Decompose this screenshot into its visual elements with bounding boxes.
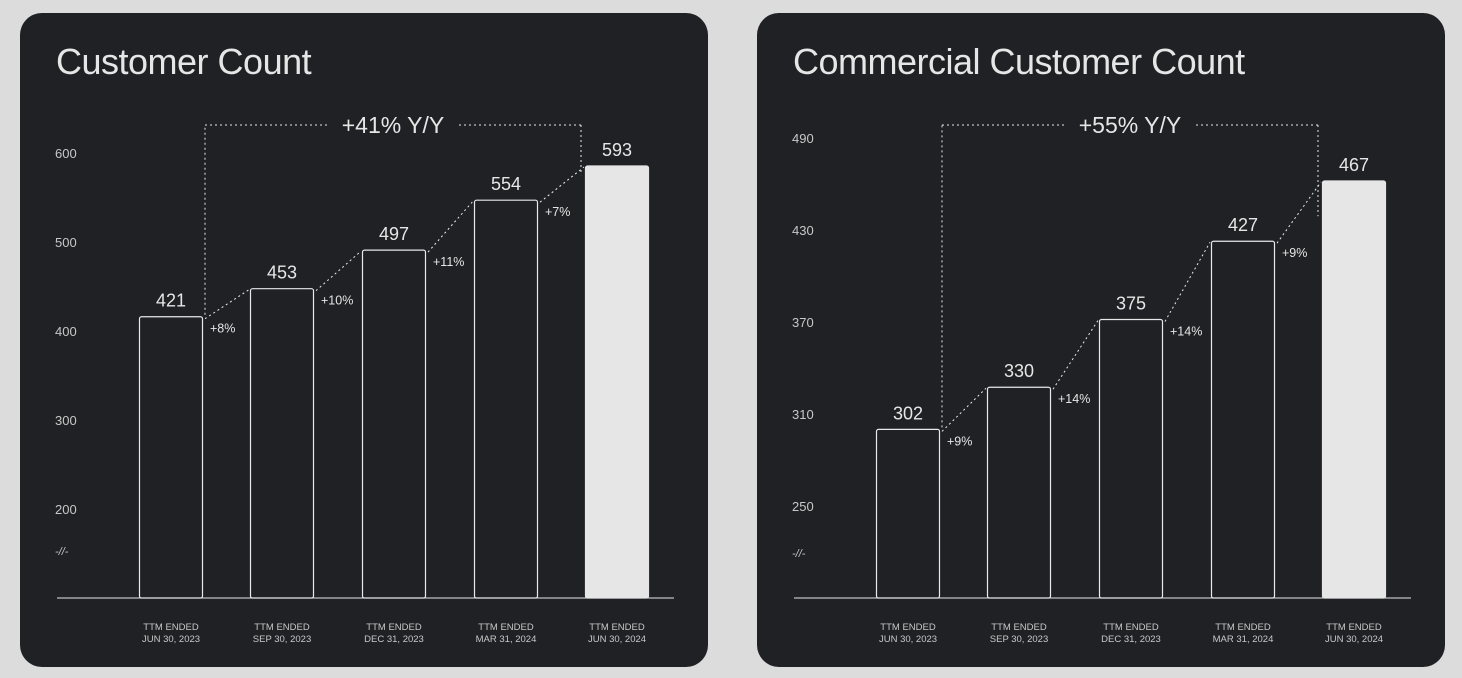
x-category-label: TTM ENDED — [366, 622, 422, 633]
y-tick-label: 250 — [792, 499, 814, 514]
growth-connector — [539, 166, 585, 203]
y-tick-label: 490 — [792, 131, 814, 146]
x-category-label: TTM ENDED — [880, 622, 936, 633]
x-category-label: JUN 30, 2023 — [879, 634, 937, 645]
bar — [249, 288, 315, 599]
bar-value-label: 453 — [267, 263, 297, 283]
x-category-label: SEP 30, 2023 — [253, 634, 311, 645]
chart-title: Commercial Customer Count — [793, 41, 1245, 82]
growth-connector — [1164, 241, 1211, 322]
x-category-label: MAR 31, 2024 — [476, 634, 537, 645]
bar — [875, 428, 941, 599]
bar — [1098, 318, 1164, 599]
x-category-label: TTM ENDED — [1326, 622, 1382, 633]
bar — [584, 165, 650, 599]
x-category-label: TTM ENDED — [991, 622, 1047, 633]
y-tick-label: 500 — [55, 235, 77, 250]
bar-value-label: 375 — [1116, 293, 1146, 313]
customer-count-panel: Customer Count 200 300 400 500 600 -//- 421 TTM… — [20, 13, 708, 667]
y-tick-label: 300 — [55, 413, 77, 428]
bar-value-label: 421 — [156, 291, 186, 311]
growth-connector — [204, 289, 250, 320]
growth-label: +7% — [545, 205, 570, 219]
growth-label: +14% — [1170, 324, 1202, 338]
bar — [1210, 240, 1276, 599]
growth-label: +9% — [1282, 246, 1307, 260]
x-category-label: MAR 31, 2024 — [1213, 634, 1274, 645]
axis-break-mark: -//- — [792, 548, 806, 560]
x-category-label: SEP 30, 2023 — [990, 634, 1048, 645]
bar-value-label: 593 — [602, 140, 632, 160]
x-category-label: JUN 30, 2024 — [588, 634, 646, 645]
x-category-label: JUN 30, 2023 — [142, 634, 200, 645]
x-category-label: JUN 30, 2024 — [1325, 634, 1383, 645]
growth-label: +14% — [1058, 392, 1090, 406]
x-category-label: TTM ENDED — [143, 622, 199, 633]
x-category-label: TTM ENDED — [589, 622, 645, 633]
bar — [1321, 180, 1387, 599]
bar-value-label: 554 — [491, 174, 521, 194]
y-tick-label: 400 — [55, 324, 77, 339]
growth-connector — [1276, 181, 1322, 244]
x-category-label: DEC 31, 2023 — [1101, 634, 1161, 645]
bar-value-label: 467 — [1339, 155, 1369, 175]
growth-connector — [1052, 320, 1099, 390]
bar — [986, 386, 1052, 599]
y-tick-label: 430 — [792, 223, 814, 238]
axis-break-mark: -//- — [55, 546, 69, 558]
y-tick-label: 200 — [55, 502, 77, 517]
bar — [361, 249, 427, 599]
growth-connector — [941, 387, 987, 432]
x-category-label: TTM ENDED — [478, 622, 534, 633]
growth-label: +10% — [321, 294, 353, 308]
yoy-growth-label: +55% Y/Y — [1079, 112, 1182, 138]
x-category-label: TTM ENDED — [1215, 622, 1271, 633]
x-category-label: TTM ENDED — [254, 622, 310, 633]
bar — [473, 199, 539, 599]
y-tick-label: 310 — [792, 407, 814, 422]
growth-label: +8% — [210, 322, 235, 336]
chart-title: Customer Count — [56, 41, 312, 82]
x-category-label: DEC 31, 2023 — [364, 634, 424, 645]
growth-connector — [315, 250, 362, 292]
bar-value-label: 330 — [1004, 361, 1034, 381]
bar — [138, 316, 204, 599]
growth-label: +9% — [947, 434, 972, 448]
x-category-label: TTM ENDED — [1103, 622, 1159, 633]
growth-connector — [427, 200, 474, 253]
commercial-customer-count-panel: Commercial Customer Count 250 310 370 430 49… — [757, 13, 1445, 667]
yoy-growth-label: +41% Y/Y — [342, 112, 445, 138]
y-tick-label: 370 — [792, 315, 814, 330]
growth-label: +11% — [433, 255, 464, 269]
y-tick-label: 600 — [55, 146, 77, 161]
bar-value-label: 427 — [1228, 215, 1258, 235]
bar-value-label: 497 — [379, 224, 409, 244]
bar-value-label: 302 — [893, 403, 923, 423]
